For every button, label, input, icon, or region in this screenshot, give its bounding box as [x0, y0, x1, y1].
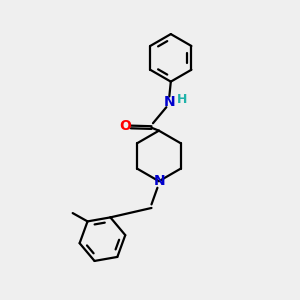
Text: O: O — [120, 118, 132, 133]
Text: H: H — [177, 93, 187, 106]
Text: N: N — [154, 174, 165, 188]
Text: N: N — [164, 95, 175, 109]
